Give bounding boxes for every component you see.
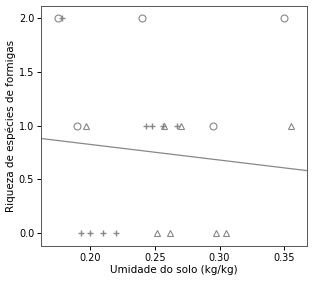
Y-axis label: Riqueza de espécies de formigas: Riqueza de espécies de formigas xyxy=(6,40,16,212)
X-axis label: Umidade do solo (kg/kg): Umidade do solo (kg/kg) xyxy=(110,266,238,275)
